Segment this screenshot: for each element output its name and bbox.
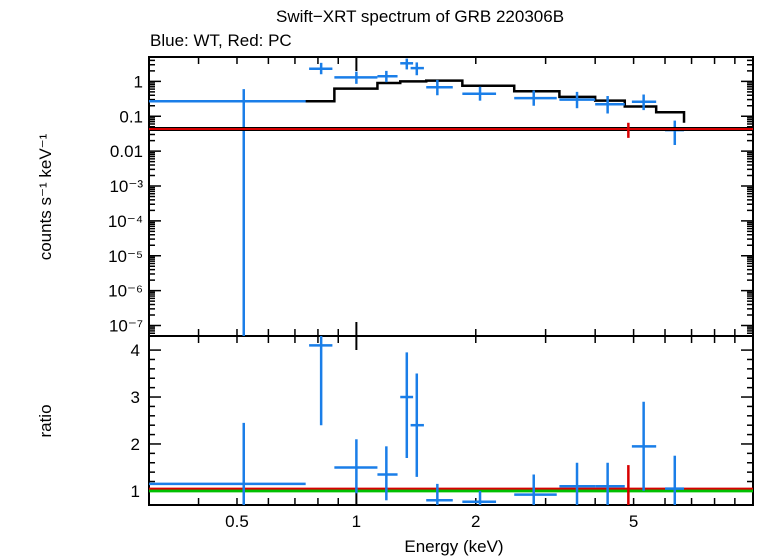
- x-tick-label: 5: [629, 512, 638, 531]
- spectrum-y-tick-label: 10⁻⁷: [109, 317, 143, 336]
- spectrum-panel-frame: [148, 56, 754, 337]
- x-tick-label: 0.5: [225, 512, 249, 531]
- spectrum-y-tick-label: 10⁻⁵: [108, 247, 143, 266]
- chart-title: Swift−XRT spectrum of GRB 220306B: [276, 7, 565, 26]
- x-tick-label: 2: [471, 512, 480, 531]
- spectrum-y-tick-label: 1: [134, 72, 143, 91]
- spectrum-y-tick-label: 0.1: [119, 107, 143, 126]
- ratio-y-tick-label: 2: [131, 435, 140, 454]
- spectrum-y-tick-label: 10⁻³: [109, 177, 143, 196]
- x-tick-label: 1: [352, 512, 361, 531]
- spectrum-y-tick-label: 10⁻⁴: [108, 212, 143, 231]
- chart-subtitle: Blue: WT, Red: PC: [150, 31, 292, 50]
- wt-model-line: [149, 79, 686, 123]
- ratio-y-axis-label: ratio: [36, 404, 55, 437]
- spectrum-y-axis-label: counts s⁻¹ keV⁻¹: [36, 133, 55, 260]
- spectrum-y-tick-label: 0.01: [110, 142, 143, 161]
- ratio-y-tick-label: 1: [131, 482, 140, 501]
- spectrum-y-tick-label: 10⁻⁶: [108, 282, 143, 301]
- ratio-y-tick-label: 4: [131, 341, 140, 360]
- ratio-y-tick-label: 3: [131, 388, 140, 407]
- x-axis-label: Energy (keV): [404, 537, 503, 556]
- ratio-panel-frame: [148, 335, 754, 506]
